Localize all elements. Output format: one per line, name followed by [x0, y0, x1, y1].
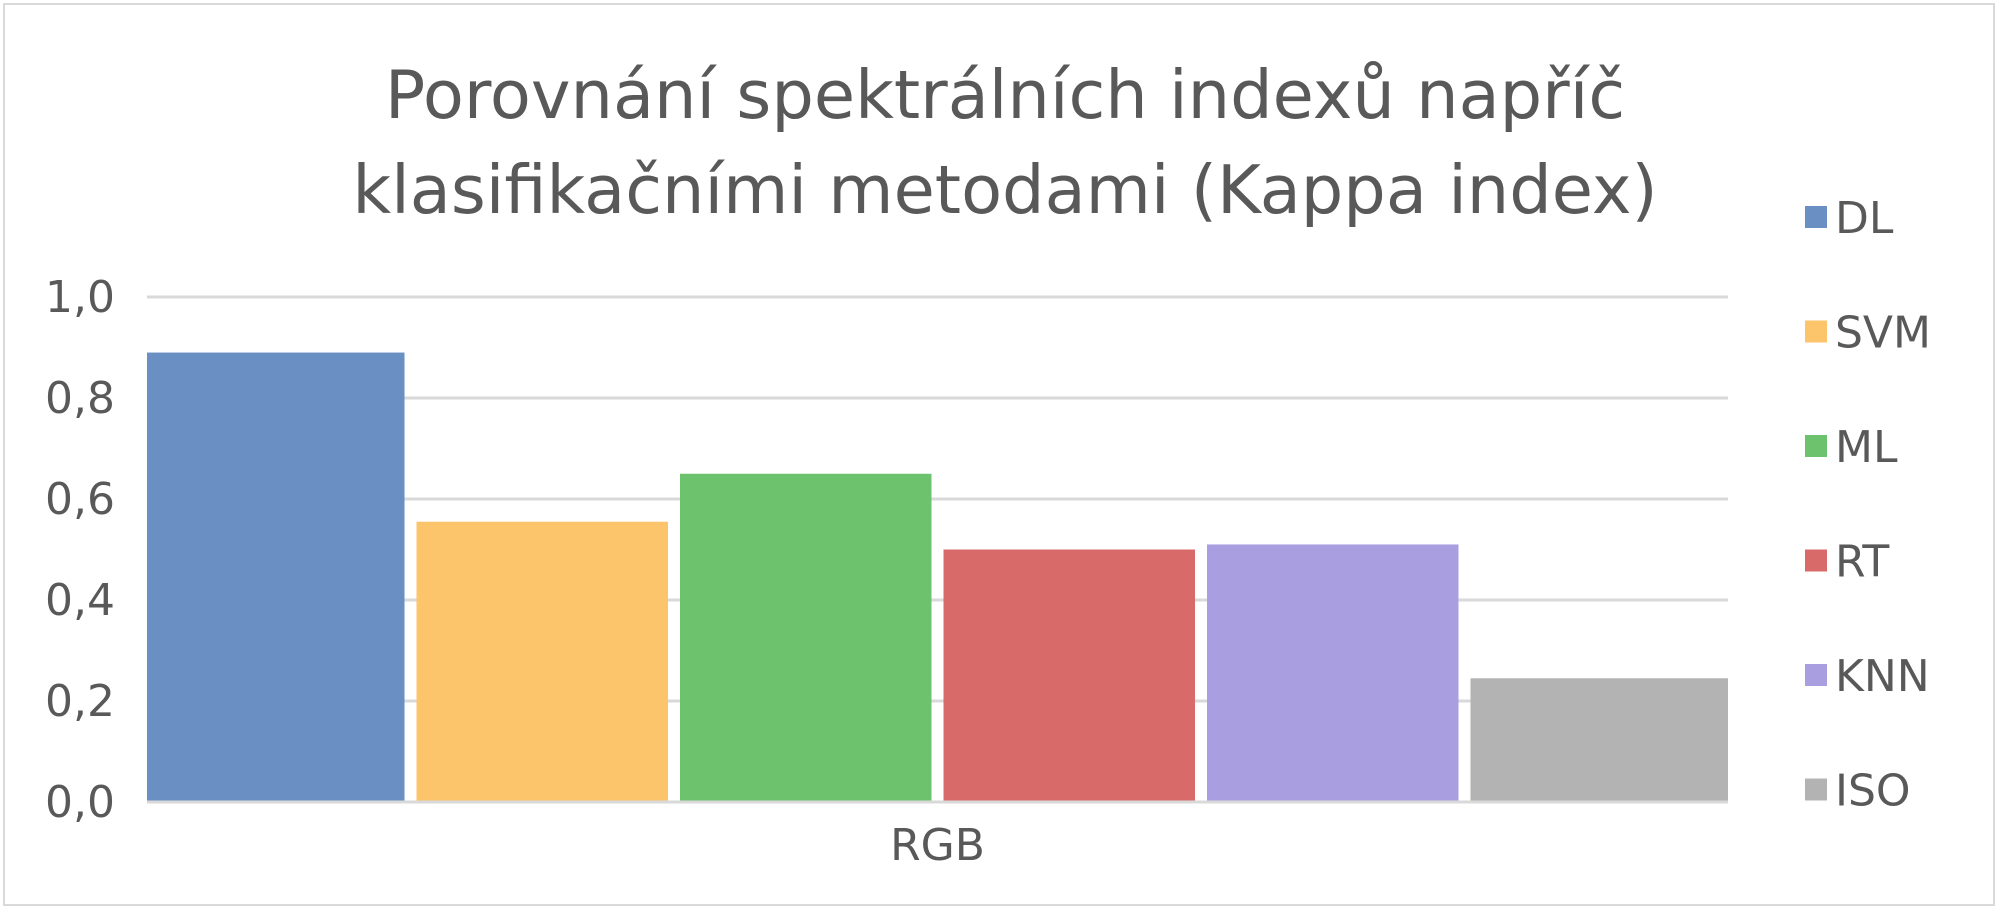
- bar-knn: [1207, 544, 1459, 802]
- bar-svm: [416, 521, 668, 802]
- chart-title: Porovnání spektrálních indexů napříč kla…: [300, 48, 1710, 238]
- gridlines: [147, 295, 1728, 703]
- legend-swatch-iso: [1805, 778, 1827, 801]
- legend-label-rt: RT: [1835, 537, 1889, 588]
- y-tick-label: 0,8: [45, 373, 115, 424]
- legend-swatch-knn: [1805, 664, 1827, 686]
- x-axis: RGB: [147, 800, 1728, 871]
- y-axis: 0,0 0,2 0,4 0,6 0,8 1,0: [45, 272, 115, 828]
- bars: [147, 352, 1728, 802]
- chart-title-line-2: klasifikačními metodami (Kappa index): [352, 151, 1658, 229]
- bar-dl: [147, 352, 405, 802]
- bar-ml: [680, 473, 932, 802]
- legend: DL SVM ML RT KNN ISO: [1805, 193, 1931, 817]
- legend-swatch-rt: [1805, 549, 1827, 572]
- y-tick-label: 0,2: [45, 676, 115, 727]
- legend-label-ml: ML: [1835, 422, 1898, 473]
- x-category-label: RGB: [890, 820, 985, 871]
- legend-label-knn: KNN: [1835, 651, 1930, 702]
- legend-swatch-ml: [1805, 435, 1827, 457]
- bar-iso: [1470, 678, 1728, 802]
- chart-title-line-1: Porovnání spektrálních indexů napříč: [384, 56, 1626, 134]
- y-tick-label: 0,0: [45, 777, 115, 828]
- legend-label-dl: DL: [1835, 193, 1894, 244]
- legend-label-svm: SVM: [1835, 308, 1931, 359]
- legend-label-iso: ISO: [1835, 766, 1911, 817]
- y-tick-label: 1,0: [45, 272, 115, 323]
- legend-swatch-dl: [1805, 206, 1827, 228]
- y-tick-label: 0,6: [45, 474, 115, 525]
- bar-rt: [943, 549, 1195, 802]
- y-tick-label: 0,4: [45, 575, 115, 626]
- legend-swatch-svm: [1805, 320, 1827, 343]
